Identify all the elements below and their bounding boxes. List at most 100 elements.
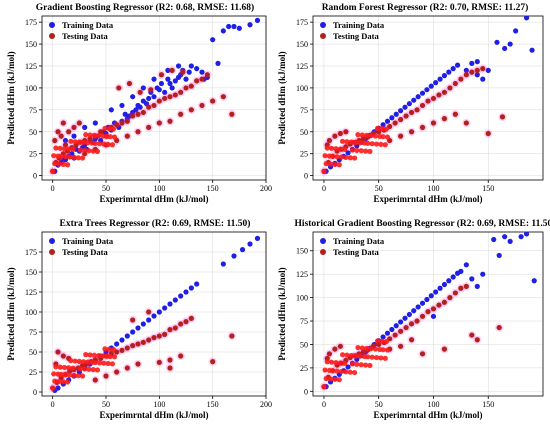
testing-point — [419, 351, 426, 357]
testing-point-dense — [338, 368, 345, 375]
training-point — [389, 115, 395, 121]
x-tick-label: 150 — [482, 184, 494, 193]
testing-point-dense — [364, 345, 370, 351]
training-point — [167, 301, 173, 307]
testing-point-dense — [111, 354, 118, 360]
testing-point-dense — [110, 126, 117, 132]
testing-point — [103, 373, 109, 379]
testing-point-dense — [95, 133, 102, 139]
testing-point — [178, 353, 184, 359]
y-tick-label: 75 — [29, 328, 37, 337]
testing-point — [167, 357, 173, 363]
testing-point-dense — [92, 140, 98, 146]
y-tick-label: 150 — [25, 268, 37, 277]
testing-point — [474, 337, 480, 343]
testing-point-dense — [383, 338, 389, 345]
y-tick-label: 25 — [300, 150, 308, 159]
testing-point-dense — [378, 141, 384, 147]
testing-point-dense — [53, 364, 59, 370]
testing-point — [332, 133, 338, 139]
testing-point-dense — [369, 354, 375, 360]
testing-point-dense — [323, 375, 329, 382]
training-point — [450, 66, 456, 72]
training-point — [162, 89, 168, 95]
testing-point — [326, 351, 333, 357]
testing-point-dense — [51, 153, 57, 159]
testing-point-dense — [337, 360, 343, 366]
training-point — [55, 385, 61, 391]
testing-point — [146, 124, 152, 130]
testing-point-dense — [90, 148, 96, 154]
training-point — [92, 120, 98, 126]
training-point — [158, 80, 165, 87]
testing-point-dense — [357, 140, 363, 146]
points-layer — [319, 232, 537, 391]
training-point — [215, 60, 221, 66]
x-tick-label: 200 — [260, 184, 272, 193]
chart-title: Random Forest Regressor (R2: 0.70, RMSE:… — [322, 2, 529, 13]
testing-point — [337, 130, 343, 137]
y-tick-label: 0 — [304, 172, 308, 181]
testing-point — [140, 339, 146, 345]
testing-point — [403, 324, 409, 331]
training-point — [518, 234, 524, 240]
x-tick-label: 0 — [322, 184, 326, 193]
testing-point-dense — [355, 132, 361, 138]
training-point — [140, 85, 146, 91]
y-tick-label: 25 — [29, 150, 37, 159]
y-tick-label: 175 — [296, 18, 308, 27]
testing-point — [199, 76, 205, 82]
testing-point — [419, 102, 426, 109]
training-point — [424, 296, 430, 303]
training-point — [389, 326, 395, 333]
testing-point-dense — [333, 146, 339, 152]
testing-point — [98, 129, 104, 135]
training-point — [454, 62, 461, 68]
training-point — [433, 289, 439, 295]
testing-point-dense — [76, 358, 82, 364]
training-point — [188, 63, 194, 69]
testing-point — [447, 295, 453, 301]
training-point — [186, 69, 192, 75]
testing-point-dense — [375, 338, 381, 344]
x-axis-label: Experimrntal dHm (kJ/mol) — [100, 410, 209, 420]
testing-point-dense — [75, 373, 81, 379]
training-point — [398, 108, 404, 114]
testing-point-dense — [61, 364, 67, 371]
testing-point — [447, 85, 453, 91]
training-point — [151, 76, 157, 82]
testing-point-dense — [81, 139, 87, 145]
testing-point-dense — [365, 140, 371, 146]
x-tick-label: 150 — [207, 400, 219, 409]
training-point — [402, 104, 408, 110]
training-point — [146, 317, 152, 323]
testing-point — [463, 72, 469, 78]
testing-point — [156, 333, 162, 339]
testing-point-dense — [100, 353, 106, 359]
testing-point — [140, 109, 146, 116]
training-point — [485, 67, 491, 73]
testing-point-dense — [324, 359, 330, 365]
x-tick-label: 50 — [102, 184, 110, 193]
testing-point — [60, 120, 66, 126]
training-point — [172, 297, 178, 303]
testing-point — [398, 133, 404, 139]
testing-point-dense — [339, 352, 346, 358]
testing-point — [408, 129, 415, 135]
testing-point-dense — [384, 347, 391, 353]
testing-point-dense — [66, 146, 72, 152]
testing-point-dense — [380, 134, 386, 140]
training-point — [406, 311, 412, 318]
testing-point-dense — [367, 148, 373, 155]
training-point — [419, 300, 426, 306]
legend-training-label: Training Data — [62, 236, 114, 246]
testing-point-dense — [354, 147, 360, 153]
y-tick-label: 50 — [29, 128, 37, 137]
training-point — [254, 235, 261, 241]
testing-point-dense — [336, 377, 342, 383]
testing-point-dense — [87, 352, 93, 358]
training-point — [119, 102, 125, 109]
training-point — [231, 23, 237, 30]
legend-testing-marker — [49, 249, 55, 255]
